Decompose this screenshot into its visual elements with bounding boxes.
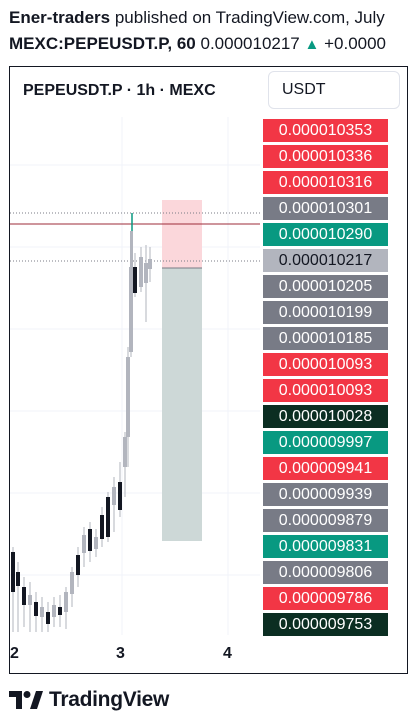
price-label: 0.000010301 [263,197,388,220]
x-tick-label: 4 [223,645,232,662]
x-tick-label: 3 [116,645,125,662]
tradingview-wordmark: TradingView [49,688,170,711]
author-name[interactable]: Ener-traders [9,8,111,27]
price-change: +0.0000 [319,34,387,53]
x-tick-label: 2 [10,645,19,662]
candles [11,213,152,632]
price-label: 0.000009786 [263,587,388,610]
publish-info: Ener-traders published on TradingView.co… [9,8,418,28]
price-label: 0.000009753 [263,613,388,636]
price-label: 0.000010093 [263,353,388,376]
price-label: 0.000009831 [263,535,388,558]
price-label: 0.000009879 [263,509,388,532]
up-arrow-icon: ▲ [304,36,320,53]
symbol-line: MEXC:PEPEUSDT.P, 60 0.000010217 ▲ +0.000… [9,34,418,55]
chart-title[interactable]: PEPEUSDT.P · 1h · MEXC [23,82,216,99]
tradingview-logo[interactable]: TradingView [9,688,169,712]
stop-loss-zone[interactable] [162,200,202,268]
price-label: 0.000010316 [263,171,388,194]
take-profit-zone[interactable] [162,268,202,541]
published-text: published on TradingView.com, July [110,8,385,27]
price-label: 0.000009939 [263,483,388,506]
symbol-interval: MEXC:PEPEUSDT.P, 60 [9,34,196,53]
price-label: 0.000010217 [263,249,388,272]
price-label: 0.000010290 [263,223,388,246]
price-label: 0.000010199 [263,301,388,324]
price-label: 0.000010093 [263,379,388,402]
last-price: 0.000010217 [195,34,300,53]
price-label: 0.000009806 [263,561,388,584]
tradingview-logo-icon [9,691,43,709]
price-label: 0.000010353 [263,119,388,142]
price-label: 0.000009941 [263,457,388,480]
price-label: 0.000010185 [263,327,388,350]
price-label: 0.000010336 [263,145,388,168]
price-label: 0.000010028 [263,405,388,428]
chart-canvas[interactable] [10,67,408,674]
price-label: 0.000010205 [263,275,388,298]
price-label: 0.000009997 [263,431,388,454]
currency-selector[interactable]: USDT [268,71,400,109]
chart-frame[interactable]: PEPEUSDT.P · 1h · MEXC USDT 0.000010353 0… [9,66,408,674]
